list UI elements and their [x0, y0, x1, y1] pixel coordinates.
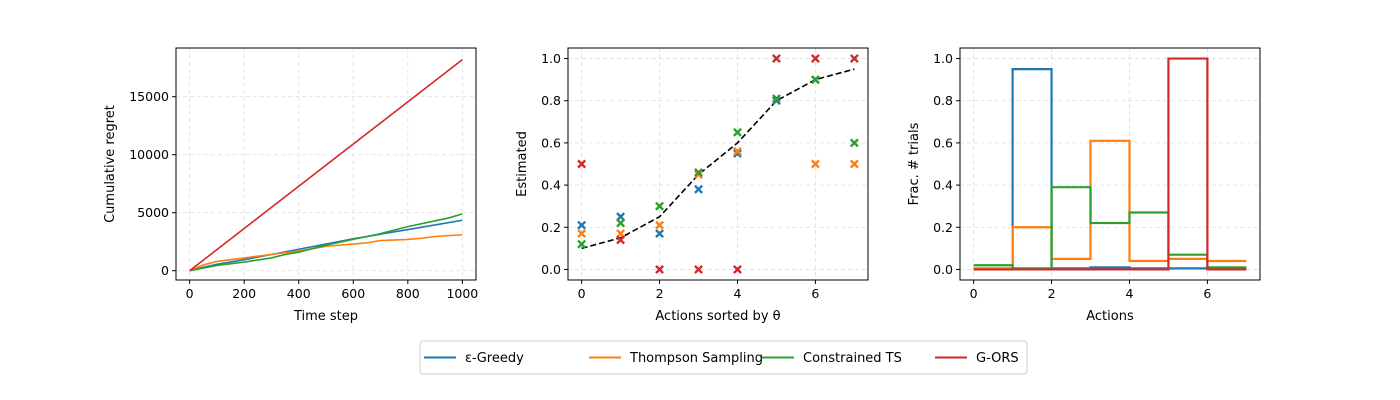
scatter-point-series-1: [577, 220, 587, 230]
legend-label: Constrained TS: [803, 351, 902, 366]
y-tick-label: 1.0: [541, 51, 561, 66]
y-tick-label: 0.6: [933, 135, 953, 150]
x-tick-label: 2: [656, 286, 664, 301]
legend-entry-3: Constrained TS: [762, 351, 902, 366]
y-tick-label: 0.2: [933, 220, 953, 235]
scatter-point-series-3: [849, 138, 859, 148]
y-tick-label: 15000: [129, 89, 169, 104]
scatter-point-series-3: [771, 94, 781, 104]
y-tick-label: 0.6: [541, 135, 561, 150]
grid: [568, 48, 868, 280]
grid: [176, 48, 476, 280]
y-tick-label: 5000: [137, 205, 169, 220]
axes-frame: [175, 47, 477, 281]
x-tick-label: 0: [186, 286, 194, 301]
x-tick-label: 6: [811, 286, 819, 301]
scatter-point-series-3: [810, 75, 820, 85]
scatter-point-series-3: [655, 201, 665, 211]
y-tick-label: 0.0: [933, 262, 953, 277]
scatter-point-series-3: [577, 239, 587, 249]
x-axis-label: Time step: [293, 309, 358, 324]
series-line-3: [189, 213, 463, 272]
data-marks: [973, 57, 1247, 271]
x-tick-label: 600: [341, 286, 365, 301]
scatter-point-series-1: [733, 149, 742, 158]
data-marks: [189, 58, 463, 272]
y-tick-label: 0.8: [933, 93, 953, 108]
scatter-point-series-2: [655, 220, 665, 230]
step-series-2: [973, 139, 1247, 270]
x-tick-label: 0: [578, 286, 586, 301]
step-series-4: [973, 57, 1247, 271]
step-series-1: [973, 67, 1247, 271]
scatter-point-series-1: [655, 229, 665, 239]
y-tick-label: 0: [161, 263, 169, 278]
chart-panel-2: 0 2 4 6 0.0 0.2 0.4 0.6 0.8 1.0 Actions sorted by …: [515, 47, 869, 324]
scatter-point-series-4: [694, 265, 703, 274]
y-tick-label: 0.4: [541, 178, 561, 193]
y-tick-label: 0.0: [541, 262, 561, 277]
scatter-point-series-2: [849, 159, 859, 169]
series-line-4: [189, 58, 463, 272]
reference-dashed-line: [581, 68, 855, 250]
data-marks: [577, 54, 859, 274]
scatter-point-series-4: [655, 265, 665, 274]
grid: [960, 48, 1260, 280]
scatter-point-series-4: [616, 235, 626, 245]
y-tick-label: 0.2: [541, 220, 561, 235]
legend-label: Thompson Sampling: [629, 351, 763, 366]
legend-entry-1: ε-Greedy: [424, 351, 524, 366]
ticks: 0 2 4 6 0.0 0.2 0.4 0.6 0.8 1.0: [541, 51, 819, 301]
legend-box: [419, 340, 1028, 375]
scatter-point-series-3: [733, 127, 742, 137]
legend-entry-4: G-ORS: [935, 351, 1019, 366]
scatter-point-series-4: [810, 54, 820, 63]
legend-label: ε-Greedy: [465, 351, 524, 366]
x-tick-label: 6: [1203, 286, 1211, 301]
x-tick-label: 2: [1048, 286, 1056, 301]
axes-frame: [567, 47, 869, 281]
scatter-point-series-4: [771, 54, 781, 63]
legend: ε-Greedy Thompson Sampling Constrained TS G…: [419, 340, 1028, 375]
y-tick-label: 0.8: [541, 93, 561, 108]
scatter-point-series-2: [810, 159, 820, 169]
scatter-point-series-4: [733, 265, 742, 274]
y-tick-label: 1.0: [933, 51, 953, 66]
axes-frame: [959, 47, 1261, 281]
series-line-1: [189, 219, 463, 272]
series-line-2: [189, 233, 463, 272]
x-tick-label: 800: [396, 286, 420, 301]
ticks: 0 2 4 6 0.0 0.2 0.4 0.6 0.8 1.0: [933, 51, 1211, 301]
y-axis-label: Estimated: [515, 131, 530, 197]
scatter-point-series-1: [771, 96, 781, 106]
scatter-point-series-2: [694, 170, 703, 179]
scatter-point-series-2: [733, 146, 742, 156]
x-tick-label: 400: [287, 286, 311, 301]
scatter-point-series-3: [694, 167, 703, 177]
x-tick-label: 200: [232, 286, 256, 301]
x-tick-label: 1000: [446, 286, 478, 301]
y-axis-label: Frac. # trials: [907, 122, 922, 205]
x-axis-label: Actions sorted by θ: [655, 309, 780, 324]
scatter-point-series-1: [694, 184, 703, 194]
chart-panel-3: 0 2 4 6 0.0 0.2 0.4 0.6 0.8 1.0 Actions Frac. # tri…: [907, 47, 1261, 324]
y-tick-label: 10000: [129, 147, 169, 162]
x-tick-label: 4: [1126, 286, 1134, 301]
x-tick-label: 4: [734, 286, 742, 301]
scatter-point-series-4: [577, 159, 587, 169]
scatter-point-series-4: [849, 54, 859, 63]
x-axis-label: Actions: [1086, 309, 1134, 324]
scatter-point-series-3: [616, 218, 626, 228]
y-axis-label: Cumulative regret: [103, 105, 118, 223]
x-tick-label: 0: [970, 286, 978, 301]
legend-entry-2: Thompson Sampling: [589, 351, 763, 366]
y-tick-label: 0.4: [933, 178, 953, 193]
scatter-point-series-2: [577, 229, 587, 239]
legend-label: G-ORS: [976, 351, 1019, 366]
